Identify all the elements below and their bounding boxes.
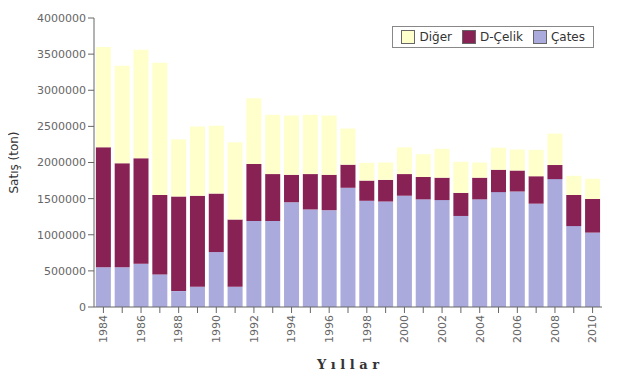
svg-text:2002: 2002 — [436, 315, 449, 343]
svg-text:1500000: 1500000 — [37, 193, 86, 206]
svg-text:2010: 2010 — [586, 315, 599, 343]
svg-text:2004: 2004 — [474, 315, 487, 343]
html-text:Diğer: Diğer — [419, 30, 452, 44]
svg-text:2008: 2008 — [549, 315, 562, 343]
svg-text:0: 0 — [79, 301, 86, 314]
svg-text:3500000: 3500000 — [37, 48, 86, 61]
svg-text:1990: 1990 — [210, 315, 223, 343]
svg-text:Y ı l l a r: Y ı l l a r — [316, 357, 379, 372]
svg-text:Satış (ton): Satış (ton) — [8, 131, 21, 193]
svg-text:1992: 1992 — [248, 315, 261, 343]
svg-text:1986: 1986 — [135, 315, 148, 343]
svg-text:2000000: 2000000 — [37, 156, 86, 169]
svg-text:2006: 2006 — [511, 315, 524, 343]
html-text:D-Çelik: D-Çelik — [480, 30, 523, 44]
svg-text:2500000: 2500000 — [37, 120, 86, 133]
svg-text:1996: 1996 — [323, 315, 336, 343]
svg-text:3000000: 3000000 — [37, 84, 86, 97]
svg-text:1988: 1988 — [172, 315, 185, 343]
svg-text:2000: 2000 — [398, 315, 411, 343]
svg-text:1994: 1994 — [285, 315, 298, 343]
svg-text:1000000: 1000000 — [37, 229, 86, 242]
html-text:Çates: Çates — [550, 30, 585, 44]
svg-text:4000000: 4000000 — [37, 12, 86, 25]
svg-text:1998: 1998 — [361, 315, 374, 343]
svg-text:500000: 500000 — [44, 265, 86, 278]
svg-text:1984: 1984 — [97, 315, 110, 343]
